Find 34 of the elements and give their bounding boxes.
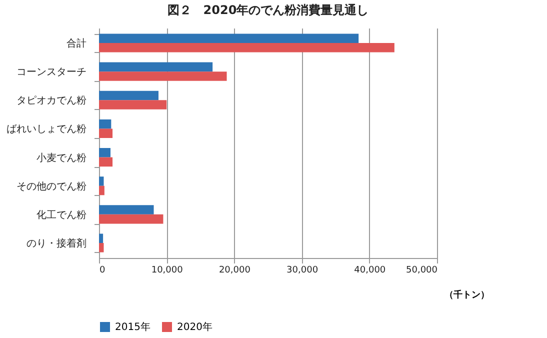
bar (99, 43, 394, 52)
x-tick-label: 40,000 (354, 266, 386, 276)
x-tick-label: 10,000 (151, 266, 184, 276)
bar (99, 148, 110, 158)
bar (99, 157, 113, 167)
bar (99, 186, 104, 196)
bar (99, 62, 213, 72)
bar (99, 176, 104, 186)
bar (99, 234, 104, 243)
y-tick-label: タピオカでん粉 (16, 94, 86, 107)
legend-label: 2020年 (177, 321, 212, 333)
bar (99, 205, 154, 214)
bar (99, 34, 359, 43)
legend-label: 2015年 (115, 321, 150, 333)
chart-title: 図２ 2020年のでん粉消費量見通し (167, 3, 369, 17)
bar (99, 119, 112, 129)
y-tick-label: コーンスターチ (16, 67, 86, 78)
y-tick-label: ばれいしょでん粉 (6, 123, 86, 136)
y-tick-label: のり・接着剤 (26, 238, 86, 250)
x-tick-label: 20,000 (218, 266, 251, 276)
bar (99, 243, 104, 252)
bar (99, 90, 158, 100)
x-tick-label: 0 (100, 266, 106, 276)
y-tick-label: 化工でん粉 (36, 208, 86, 221)
bar (99, 100, 167, 110)
y-tick-label: その他のでん粉 (16, 180, 86, 192)
y-tick-label: 小麦でん粉 (36, 152, 86, 164)
x-tick-label: 50,000 (406, 266, 438, 276)
x-tick-label: 30,000 (286, 266, 318, 276)
bar (99, 128, 113, 138)
bar (99, 72, 227, 81)
x-axis-title: （千トン） (444, 290, 490, 300)
y-tick-label: 合計 (66, 38, 86, 50)
bar (99, 214, 164, 224)
